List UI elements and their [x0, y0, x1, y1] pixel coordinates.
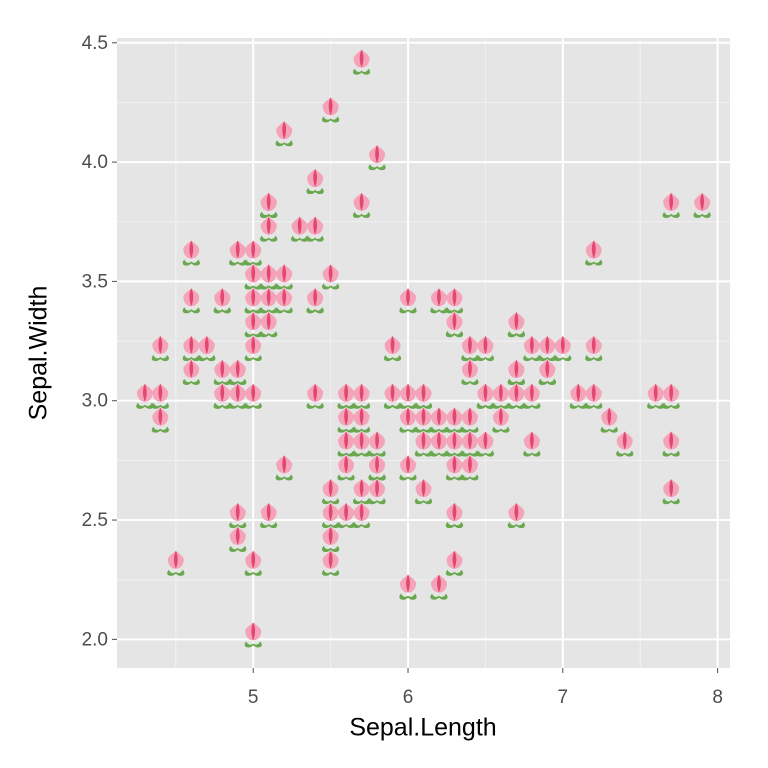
y-tick-label: 2.5 [82, 510, 108, 531]
y-tick-label: 3.5 [82, 271, 108, 292]
x-tick-label: 5 [248, 687, 259, 708]
x-axis-title: Sepal.Length [349, 714, 496, 742]
plot-panel [117, 38, 730, 668]
y-tick-label: 4.0 [82, 152, 108, 173]
y-tick-label: 4.5 [82, 33, 108, 54]
x-tick-label: 6 [403, 687, 414, 708]
y-tick-label: 3.0 [82, 391, 108, 412]
x-tick-label: 8 [712, 687, 723, 708]
y-axis-title: Sepal.Width [25, 286, 53, 421]
y-tick-label: 2.0 [82, 629, 108, 650]
x-tick-label: 7 [558, 687, 569, 708]
